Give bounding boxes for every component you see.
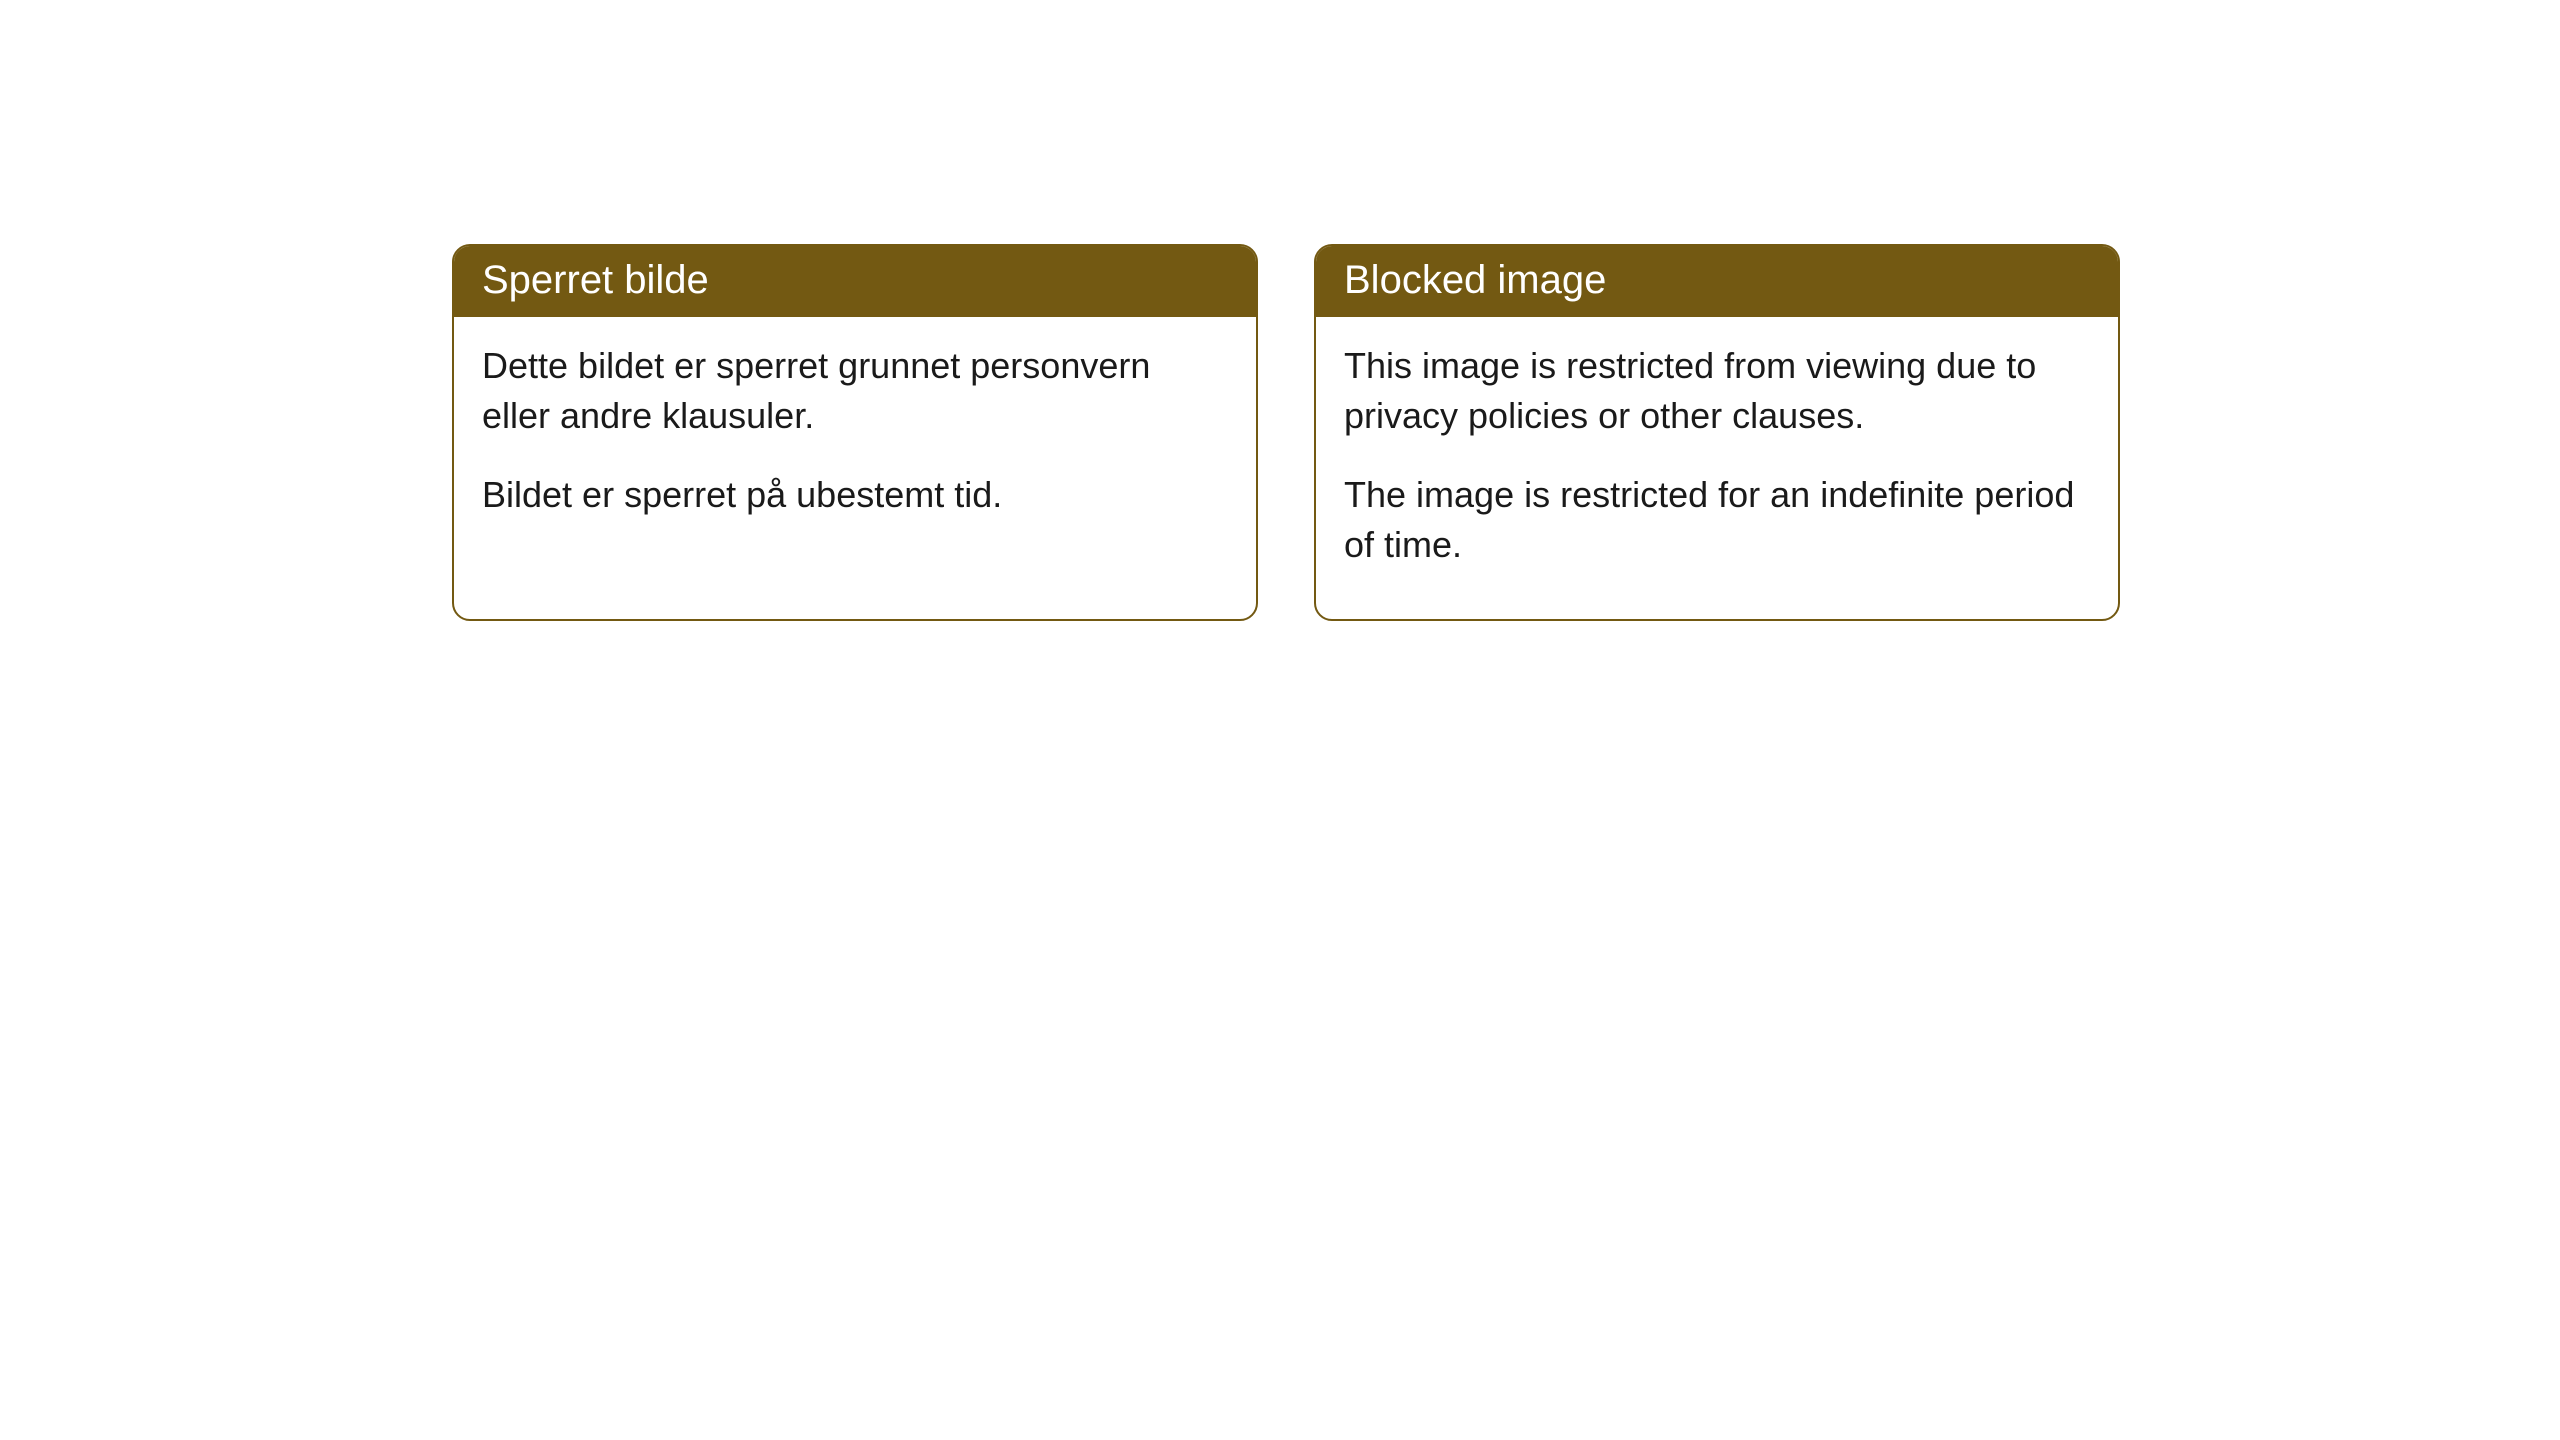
card-paragraph: This image is restricted from viewing du… (1344, 341, 2090, 442)
card-title: Sperret bilde (454, 246, 1256, 317)
card-body: Dette bildet er sperret grunnet personve… (454, 317, 1256, 568)
card-body: This image is restricted from viewing du… (1316, 317, 2118, 619)
card-paragraph: Dette bildet er sperret grunnet personve… (482, 341, 1228, 442)
blocked-image-card-english: Blocked image This image is restricted f… (1314, 244, 2120, 621)
card-paragraph: The image is restricted for an indefinit… (1344, 470, 2090, 571)
cards-container: Sperret bilde Dette bildet er sperret gr… (0, 0, 2560, 621)
card-title: Blocked image (1316, 246, 2118, 317)
card-paragraph: Bildet er sperret på ubestemt tid. (482, 470, 1228, 520)
blocked-image-card-norwegian: Sperret bilde Dette bildet er sperret gr… (452, 244, 1258, 621)
